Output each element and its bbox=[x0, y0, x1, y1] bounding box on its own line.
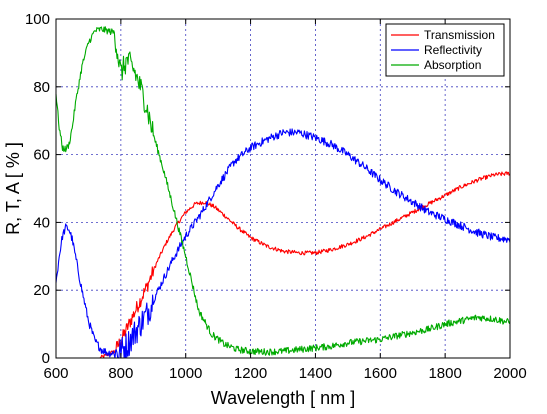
x-tick-label: 1400 bbox=[299, 365, 332, 382]
x-tick-label: 800 bbox=[108, 365, 133, 382]
series-line-reflectivity bbox=[55, 128, 511, 359]
x-tick-label: 1600 bbox=[364, 365, 397, 382]
y-tick-label: 0 bbox=[42, 350, 50, 367]
x-tick-label: 2000 bbox=[493, 365, 526, 382]
y-tick-label: 20 bbox=[33, 282, 50, 299]
legend-label-transmission: Transmission bbox=[424, 28, 495, 42]
series-line-absorption bbox=[55, 26, 511, 356]
x-tick-label: 1800 bbox=[428, 365, 461, 382]
y-tick-label: 40 bbox=[33, 214, 50, 231]
y-tick-label: 60 bbox=[33, 147, 50, 164]
y-tick-label: 100 bbox=[25, 11, 50, 28]
y-tick-label: 80 bbox=[33, 79, 50, 96]
legend-label-reflectivity: Reflectivity bbox=[424, 43, 482, 57]
y-axis-label: R, T, A [ % ] bbox=[3, 142, 23, 235]
plot-frame bbox=[55, 18, 511, 359]
series-line-transmission bbox=[99, 171, 511, 359]
x-tick-label: 600 bbox=[43, 365, 68, 382]
series-layer bbox=[55, 26, 511, 359]
legend-label-absorption: Absorption bbox=[424, 58, 481, 72]
x-tick-label: 1000 bbox=[169, 365, 202, 382]
tick-marks bbox=[55, 18, 511, 359]
x-tick-label: 1200 bbox=[234, 365, 267, 382]
y-tick-labels: 0 20 40 60 80 100 bbox=[25, 11, 50, 367]
x-tick-labels: 600 800 1000 1200 1400 1600 1800 2000 bbox=[43, 365, 526, 382]
x-axis-label: Wavelength [ nm ] bbox=[211, 388, 355, 408]
